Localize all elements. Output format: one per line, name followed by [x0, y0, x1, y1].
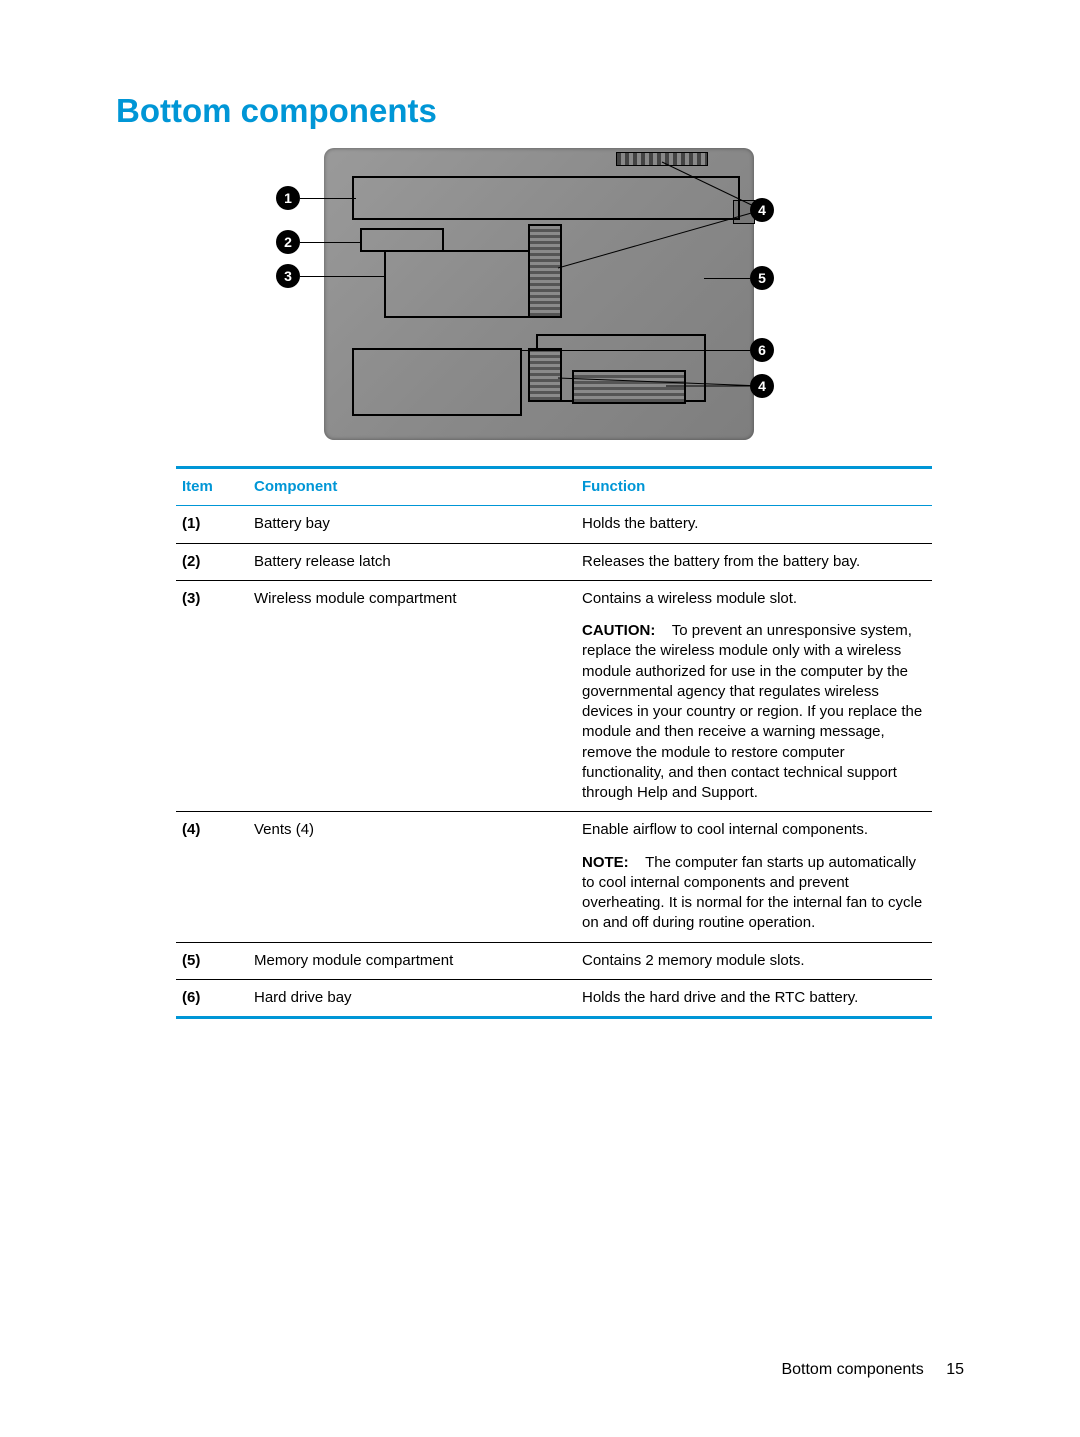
cell-component: Memory module compartment	[248, 942, 576, 979]
callout-label: 6	[758, 342, 766, 358]
cell-item: (4)	[176, 812, 248, 942]
cell-component: Wireless module compartment	[248, 580, 576, 812]
callout-1: 1	[276, 186, 300, 210]
cell-function: Enable airflow to cool internal componen…	[576, 812, 932, 942]
cell-item: (2)	[176, 543, 248, 580]
diagram-container: 1 2 3 4 5 6 4	[116, 148, 964, 440]
note-text: To prevent an unresponsive system, repla…	[582, 622, 922, 801]
footer-section: Bottom components	[781, 1361, 923, 1378]
cell-item: (6)	[176, 979, 248, 1017]
cell-item: (1)	[176, 506, 248, 543]
cell-item: (5)	[176, 942, 248, 979]
cell-function: Contains 2 memory module slots.	[576, 942, 932, 979]
table-row: (6) Hard drive bay Holds the hard drive …	[176, 979, 932, 1017]
callout-6: 6	[750, 338, 774, 362]
components-table-wrap: Item Component Function (1) Battery bay …	[176, 466, 964, 1019]
footer-page-number: 15	[946, 1361, 964, 1378]
table-row: (1) Battery bay Holds the battery.	[176, 506, 932, 543]
callout-label: 5	[758, 270, 766, 286]
cell-component: Battery bay	[248, 506, 576, 543]
info-note: NOTE: The computer fan starts up automat…	[582, 853, 926, 934]
callout-4-top: 4	[750, 198, 774, 222]
components-table: Item Component Function (1) Battery bay …	[176, 466, 932, 1019]
leader-lines-svg	[266, 148, 814, 440]
cell-function: Holds the battery.	[576, 506, 932, 543]
table-row: (3) Wireless module compartment Contains…	[176, 580, 932, 812]
note-label: CAUTION:	[582, 622, 655, 639]
callout-label: 4	[758, 378, 766, 394]
page: Bottom components	[0, 0, 1080, 1437]
header-item: Item	[176, 468, 248, 506]
cell-component: Vents (4)	[248, 812, 576, 942]
callout-3: 3	[276, 264, 300, 288]
function-text: Enable airflow to cool internal componen…	[582, 821, 868, 838]
cell-function: Holds the hard drive and the RTC battery…	[576, 979, 932, 1017]
cell-component: Battery release latch	[248, 543, 576, 580]
cell-function: Contains a wireless module slot. CAUTION…	[576, 580, 932, 812]
table-row: (4) Vents (4) Enable airflow to cool int…	[176, 812, 932, 942]
page-footer: Bottom components 15	[781, 1361, 964, 1379]
header-component: Component	[248, 468, 576, 506]
table-row: (2) Battery release latch Releases the b…	[176, 543, 932, 580]
caution-note: CAUTION: To prevent an unresponsive syst…	[582, 621, 926, 803]
callout-label: 2	[284, 234, 292, 250]
callout-5: 5	[750, 266, 774, 290]
callout-label: 3	[284, 268, 292, 284]
cell-function: Releases the battery from the battery ba…	[576, 543, 932, 580]
callout-2: 2	[276, 230, 300, 254]
callout-label: 1	[284, 190, 292, 206]
table-row: (5) Memory module compartment Contains 2…	[176, 942, 932, 979]
cell-item: (3)	[176, 580, 248, 812]
note-label: NOTE:	[582, 854, 629, 871]
page-heading: Bottom components	[116, 92, 964, 130]
bottom-components-diagram: 1 2 3 4 5 6 4	[266, 148, 814, 440]
callout-4-bottom: 4	[750, 374, 774, 398]
cell-component: Hard drive bay	[248, 979, 576, 1017]
header-function: Function	[576, 468, 932, 506]
table-header-row: Item Component Function	[176, 468, 932, 506]
function-text: Contains a wireless module slot.	[582, 590, 797, 607]
callout-label: 4	[758, 202, 766, 218]
